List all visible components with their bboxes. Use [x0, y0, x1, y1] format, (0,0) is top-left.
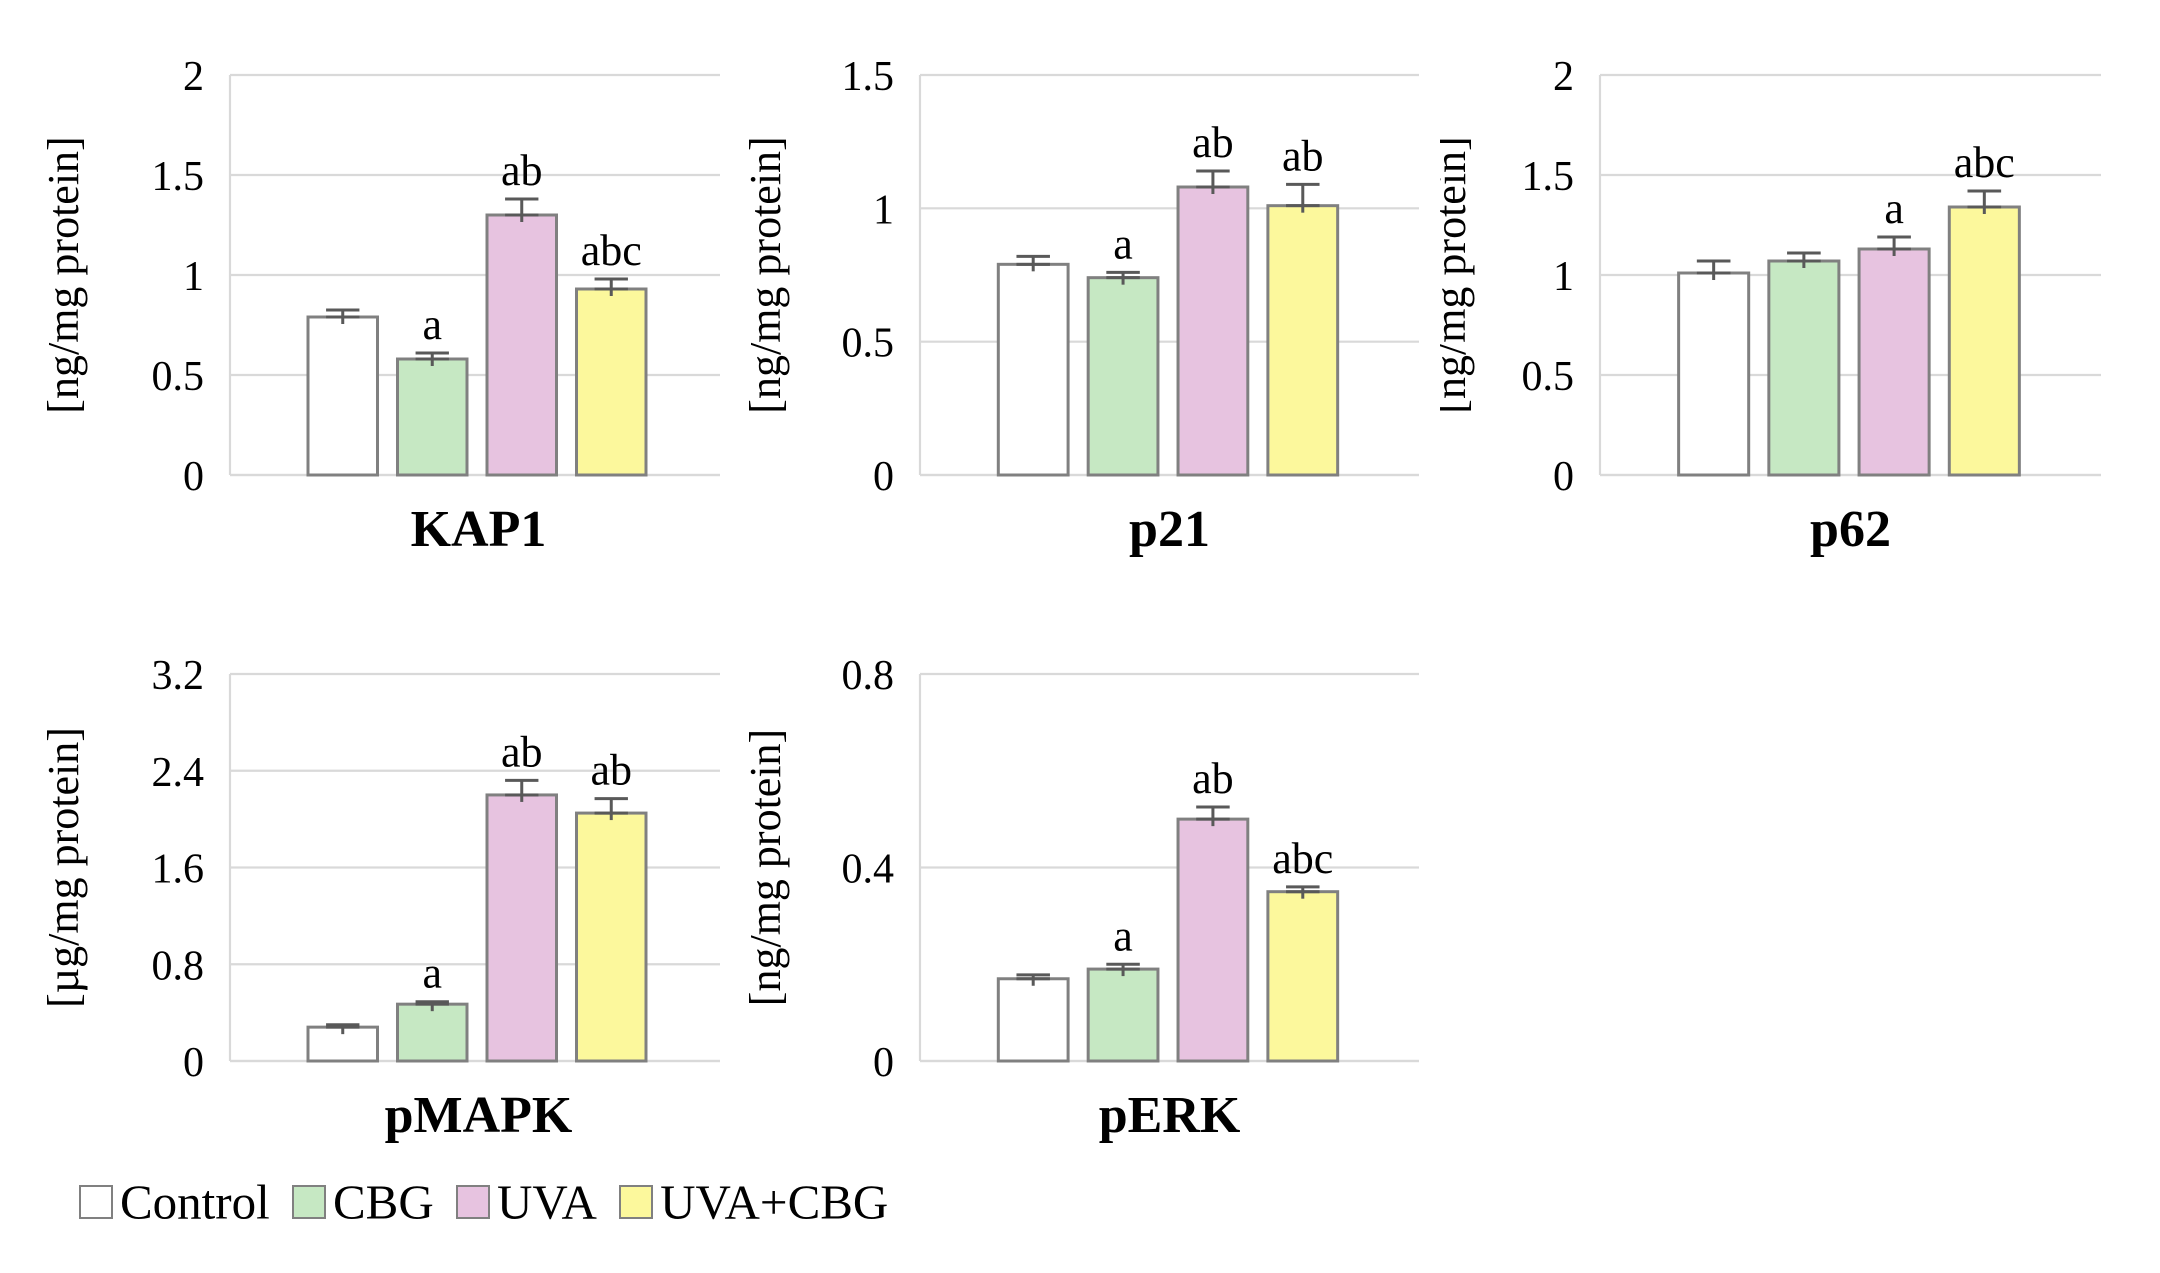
- svg-text:ab: ab: [590, 746, 632, 795]
- svg-text:a: a: [422, 949, 442, 998]
- svg-text:[ng/mg protein]: [ng/mg protein]: [741, 729, 790, 1006]
- svg-text:1: 1: [183, 254, 204, 300]
- svg-text:1.5: 1.5: [842, 54, 895, 100]
- svg-text:0.4: 0.4: [842, 847, 895, 893]
- svg-text:2: 2: [183, 54, 204, 100]
- svg-text:abc: abc: [581, 226, 642, 275]
- svg-text:ab: ab: [501, 727, 543, 776]
- svg-text:abc: abc: [1272, 834, 1333, 883]
- svg-text:0.8: 0.8: [152, 943, 205, 989]
- svg-text:0: 0: [873, 1040, 894, 1086]
- svg-text:0.8: 0.8: [842, 653, 895, 699]
- svg-text:[µg/mg protein]: [µg/mg protein]: [39, 727, 88, 1008]
- svg-text:2: 2: [1553, 54, 1574, 100]
- svg-text:1.5: 1.5: [1522, 154, 1575, 200]
- svg-text:[ng/mg protein]: [ng/mg protein]: [741, 136, 790, 413]
- svg-text:p21: p21: [1129, 501, 1210, 558]
- svg-text:ab: ab: [1282, 131, 1324, 180]
- svg-text:1: 1: [1553, 254, 1574, 300]
- svg-text:0.5: 0.5: [842, 321, 895, 367]
- svg-text:1.6: 1.6: [152, 847, 205, 893]
- svg-text:3.2: 3.2: [152, 653, 205, 699]
- svg-text:p62: p62: [1810, 501, 1891, 558]
- svg-text:ab: ab: [1192, 118, 1234, 167]
- svg-text:ab: ab: [501, 146, 543, 195]
- svg-text:pERK: pERK: [1099, 1087, 1241, 1144]
- svg-text:a: a: [1113, 219, 1133, 268]
- svg-text:1.5: 1.5: [152, 154, 205, 200]
- svg-text:abc: abc: [1954, 138, 2015, 187]
- svg-text:0: 0: [1553, 454, 1574, 500]
- svg-text:[ng/mg protein]: [ng/mg protein]: [1440, 136, 1475, 413]
- svg-text:a: a: [422, 300, 442, 349]
- svg-text:0: 0: [183, 454, 204, 500]
- svg-text:1: 1: [873, 187, 894, 233]
- svg-text:KAP1: KAP1: [411, 501, 547, 558]
- svg-text:ab: ab: [1192, 754, 1234, 803]
- svg-text:0: 0: [873, 454, 894, 500]
- svg-text:2.4: 2.4: [152, 750, 205, 796]
- svg-text:[ng/mg protein]: [ng/mg protein]: [39, 136, 88, 413]
- svg-text:a: a: [1113, 911, 1133, 960]
- svg-text:pMAPK: pMAPK: [385, 1087, 573, 1144]
- svg-text:0: 0: [183, 1040, 204, 1086]
- svg-text:0.5: 0.5: [1522, 354, 1575, 400]
- svg-text:0.5: 0.5: [152, 354, 205, 400]
- svg-text:a: a: [1884, 184, 1904, 233]
